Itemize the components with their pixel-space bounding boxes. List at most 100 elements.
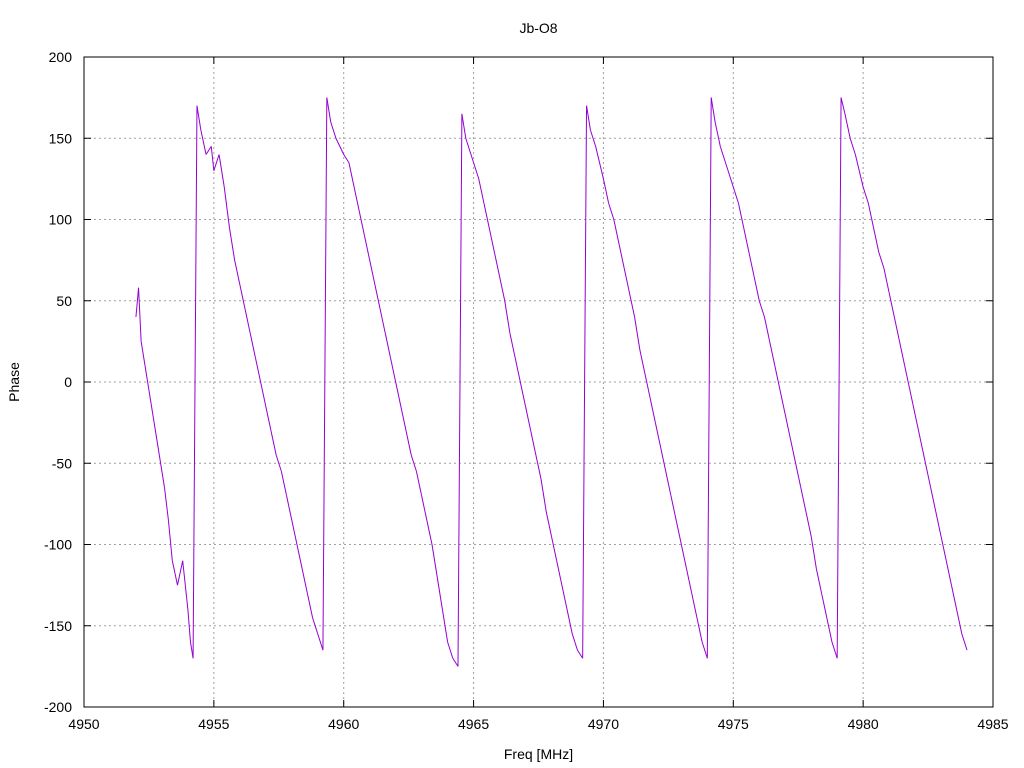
series-segment [306, 593, 314, 618]
series-segment [665, 471, 672, 496]
series-segment [421, 495, 428, 521]
series-segment [499, 276, 506, 301]
tick-marks [83, 56, 994, 708]
series-segment [691, 593, 698, 618]
series-segment [483, 203, 490, 228]
series-segment [628, 292, 636, 318]
series-segment [675, 520, 682, 545]
y-tick-label: -100 [44, 537, 72, 553]
series-segment [810, 536, 817, 569]
series-segment [844, 113, 851, 139]
series-segment [296, 544, 303, 569]
series-segment [144, 365, 150, 391]
series-segment [670, 495, 677, 521]
series-segment [369, 260, 376, 285]
series-segment [239, 284, 246, 309]
y-tick-labels: -200 -150 -100 -50 0 50 100 150 200 [44, 49, 72, 715]
series-segment [540, 479, 547, 513]
series-segment [138, 287, 142, 342]
series-segment [465, 138, 475, 163]
series-segment [192, 105, 198, 659]
series-segment [660, 446, 667, 472]
series-segment [644, 373, 651, 399]
series-segment [710, 97, 716, 123]
series-segment [613, 219, 620, 244]
series-segment [950, 585, 958, 610]
series-segment [213, 154, 220, 171]
series-layer [135, 97, 968, 667]
series-segment [322, 97, 328, 651]
series-segment [291, 520, 298, 545]
x-tick-label: 4950 [68, 716, 99, 732]
series-segment [732, 186, 739, 204]
series-segment [623, 268, 630, 293]
series-segment [945, 560, 952, 586]
series-segment [743, 227, 750, 253]
x-tick-label: 4970 [588, 716, 619, 732]
series-segment [595, 146, 604, 179]
y-tick-label: 0 [64, 374, 72, 390]
y-tick-label: 200 [49, 49, 73, 65]
series-segment [171, 560, 178, 586]
series-segment [737, 203, 745, 228]
series-segment [158, 455, 166, 488]
series-segment [395, 381, 402, 407]
series-segment [550, 536, 558, 561]
series-segment [234, 260, 241, 285]
series-segment [867, 203, 875, 228]
series-segment [457, 113, 463, 667]
chart-title: Jb-O8 [519, 20, 557, 36]
y-axis-label: Phase [6, 362, 22, 402]
series-segment [909, 390, 916, 415]
series-segment [514, 357, 521, 383]
series-segment [348, 162, 355, 188]
series-segment [280, 471, 288, 496]
series-segment [696, 617, 703, 643]
series-segment [167, 520, 173, 561]
series-segment [779, 390, 786, 415]
series-segment [488, 227, 495, 253]
series-segment [831, 641, 838, 659]
series-segment [582, 105, 588, 659]
series-segment [140, 341, 146, 366]
series-segment [244, 308, 251, 334]
series-segment [473, 162, 480, 180]
x-tick-label: 4975 [718, 716, 749, 732]
series-segment [519, 381, 527, 407]
series-segment [748, 251, 755, 277]
series-segment [566, 609, 573, 634]
series-segment [763, 316, 771, 342]
series-segment [478, 178, 485, 204]
y-tick-label: -150 [44, 618, 72, 634]
series-segment [935, 511, 942, 537]
series-segment [452, 657, 459, 667]
series-segment [525, 406, 532, 431]
series-segment [602, 178, 610, 204]
x-tick-label: 4980 [848, 716, 879, 732]
x-axis-label: Freq [MHz] [504, 746, 573, 762]
series-segment [379, 308, 386, 334]
series-segment [545, 511, 552, 537]
series-segment [836, 97, 842, 659]
series-segment [769, 341, 776, 366]
series-segment [956, 609, 963, 634]
series-segment [862, 186, 869, 204]
y-tick-label: -50 [52, 455, 72, 471]
x-tick-labels: 4950 4955 4960 4965 4970 4975 4980 4985 [68, 716, 1008, 732]
series-segment [447, 641, 454, 659]
y-tick-label: 100 [49, 212, 73, 228]
series-segment [415, 471, 423, 496]
y-tick-label: 150 [49, 130, 73, 146]
series-segment [571, 633, 578, 651]
grid-lines [84, 57, 993, 707]
series-segment [654, 422, 662, 448]
series-segment [389, 357, 397, 383]
series-segment [187, 609, 191, 643]
series-segment [753, 276, 760, 301]
series-segment [561, 585, 568, 610]
series-segment [400, 406, 407, 431]
series-segment [509, 333, 516, 358]
series-segment [317, 633, 324, 651]
series-segment [904, 365, 911, 391]
